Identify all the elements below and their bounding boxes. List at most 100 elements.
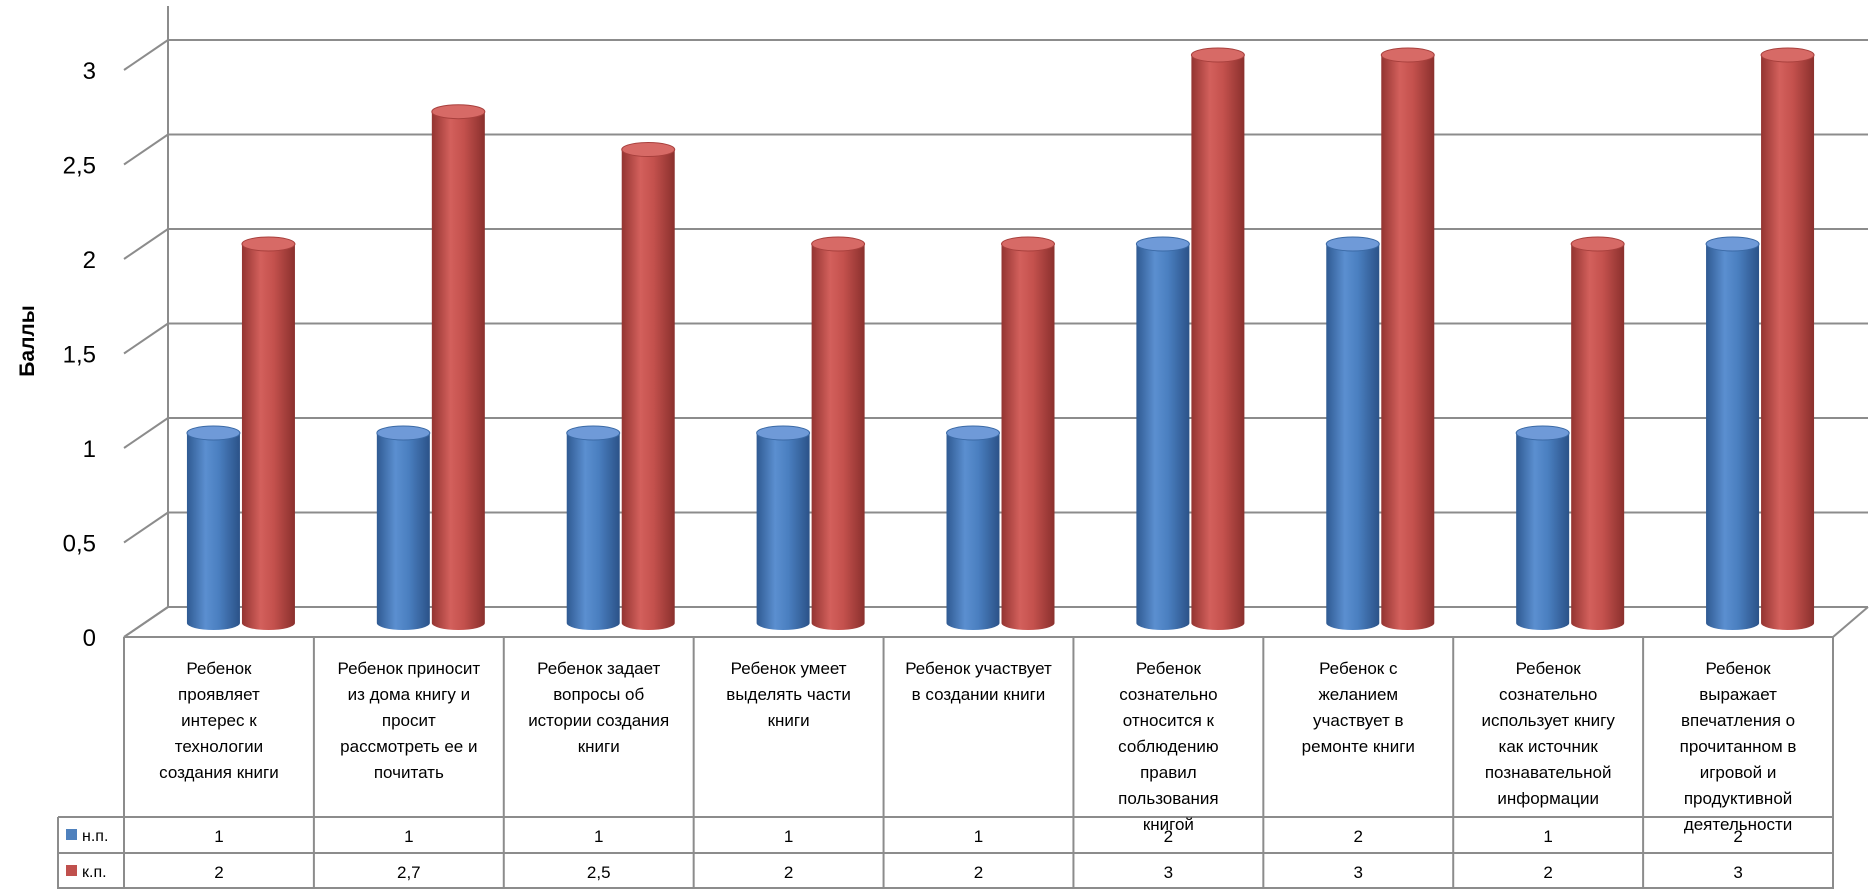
data-label: 1 [594, 827, 603, 846]
bar-body [1571, 244, 1625, 631]
data-label: 2,5 [587, 863, 611, 882]
legend-label: к.п. [82, 864, 107, 881]
y-axis-ticks: 0 0,5 1 1,5 2 2,5 3 [63, 58, 96, 652]
gridline-diagonal [123, 511, 169, 544]
category-label: Ребенок сознательно относится к соблюдению п… [1118, 659, 1219, 834]
bar-top [1135, 236, 1190, 252]
bar-body [621, 149, 675, 631]
bar-top [1380, 47, 1435, 63]
bar [1570, 236, 1625, 631]
bar [431, 104, 486, 631]
bar [241, 236, 296, 630]
y-axis-label: Баллы [16, 305, 39, 376]
legend-key [66, 829, 77, 840]
bar-body [1136, 244, 1190, 631]
bar-body [811, 244, 865, 631]
category-label: Ребенок участвует в создании книги [905, 659, 1052, 704]
category-label: Ребенок умеет выделять части книги [726, 659, 851, 730]
y-tick-label: 0,5 [63, 531, 96, 558]
gridline-diagonal [123, 322, 169, 355]
data-label: 2 [1164, 827, 1173, 846]
bar [1001, 236, 1055, 631]
y-tick-label: 1,5 [63, 342, 96, 369]
bar [376, 425, 431, 631]
bar [566, 425, 621, 631]
bar-top [376, 425, 431, 441]
data-label: 2 [1733, 827, 1742, 846]
y-tick-label: 0 [83, 625, 96, 652]
bar-top [946, 425, 1000, 441]
bar-body [431, 111, 485, 631]
data-label: 2 [974, 863, 983, 882]
data-label: 1 [404, 827, 413, 846]
category-label: Ребенок приносит из дома книгу и просит рас… [338, 659, 481, 782]
bar-body [186, 433, 240, 631]
category-label: Ребенок с желанием участвует в ремонте книг… [1302, 659, 1415, 756]
y-tick-label: 2 [83, 247, 96, 274]
bar-top [1760, 47, 1815, 63]
bar-top [1190, 47, 1245, 63]
bar-top [811, 236, 866, 252]
category-label: Ребенок выражает впечатления о прочитанном … [1680, 659, 1797, 834]
y-tick-label: 3 [83, 58, 96, 85]
bar-top [1001, 236, 1055, 252]
bar [946, 425, 1000, 631]
bar [1325, 236, 1380, 631]
category-label: Ребенок проявляет интерес к технологии созда… [159, 659, 279, 782]
bar [1705, 236, 1760, 631]
bar [1515, 425, 1570, 631]
data-label: 3 [1164, 863, 1173, 882]
bar [186, 425, 241, 631]
data-label: 3 [1354, 863, 1363, 882]
data-label: 1 [1543, 827, 1552, 846]
legend-label: н.п. [82, 828, 108, 845]
bar-top [1705, 236, 1760, 252]
bar-body [1706, 244, 1760, 631]
data-label: 2 [214, 863, 223, 882]
floor-right-edge [1832, 606, 1869, 638]
y-tick-label: 1 [83, 436, 96, 463]
bar-top [756, 425, 811, 441]
bar-body [946, 433, 1000, 631]
bar-body [1516, 433, 1570, 631]
data-label: 2 [1543, 863, 1552, 882]
bars [186, 47, 1815, 631]
bar-body [566, 433, 620, 631]
bar-top [1515, 425, 1570, 441]
y-tick-label: 2,5 [63, 153, 96, 180]
bar [621, 142, 676, 631]
bar-body [1326, 244, 1380, 631]
category-label: Ребенок сознательно использует книгу как ис… [1481, 659, 1615, 808]
bar-top [431, 104, 486, 120]
bar [1380, 47, 1435, 631]
bar-top [186, 425, 241, 441]
bar-body [1761, 55, 1815, 631]
bar-body [1001, 244, 1055, 631]
data-label: 1 [974, 827, 983, 846]
bar-body [376, 433, 430, 631]
gridline-diagonal [123, 133, 169, 166]
bar-top [241, 236, 296, 252]
bar [1135, 236, 1190, 631]
bar-body [1381, 55, 1435, 631]
gridline-diagonal [123, 606, 169, 638]
bar [1190, 47, 1245, 631]
legend-key [66, 865, 77, 876]
gridline-diagonal [123, 417, 169, 449]
bar-top [621, 142, 676, 157]
gridline-diagonal [123, 228, 169, 260]
bar [811, 236, 866, 631]
data-label: 2,7 [397, 863, 421, 882]
data-label: 2 [1354, 827, 1363, 846]
data-label: 2 [784, 863, 793, 882]
data-label: 3 [1733, 863, 1742, 882]
bar-body [756, 433, 810, 631]
category-label: Ребенок задает вопросы об истории создания… [528, 659, 669, 756]
data-label: 1 [784, 827, 793, 846]
bar-body [241, 244, 295, 630]
bar-body [1191, 55, 1245, 631]
gridline-diagonal [123, 39, 169, 71]
bar [1760, 47, 1815, 631]
bar-top [566, 425, 621, 441]
